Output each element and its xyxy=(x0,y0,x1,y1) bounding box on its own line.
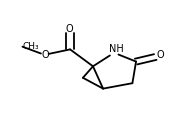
Text: O: O xyxy=(41,50,49,59)
Text: NH: NH xyxy=(109,44,124,54)
Text: O: O xyxy=(65,24,73,34)
Text: O: O xyxy=(157,50,165,60)
Text: CH₃: CH₃ xyxy=(23,42,39,51)
